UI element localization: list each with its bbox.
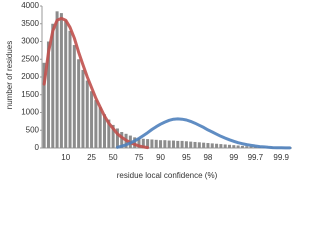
bar: [111, 124, 115, 148]
bar: [42, 62, 46, 148]
x-tick-label: 90: [156, 153, 165, 162]
bar: [223, 144, 227, 148]
bar: [68, 30, 72, 149]
bar: [206, 143, 210, 148]
bar: [219, 144, 223, 148]
bar: [141, 138, 145, 148]
bar: [51, 23, 55, 148]
y-tick-label: 500: [26, 125, 40, 134]
bar: [245, 146, 249, 148]
y-tick-label: 2000: [21, 72, 39, 81]
bar: [167, 140, 171, 148]
x-tick-label: 25: [87, 153, 96, 162]
bar: [107, 119, 111, 148]
bar: [184, 141, 188, 148]
bar: [150, 139, 154, 148]
bar: [102, 114, 107, 148]
bar: [176, 140, 180, 148]
bar: [189, 141, 193, 148]
bar: [46, 41, 50, 148]
y-tick-label: 1000: [21, 108, 39, 117]
bar: [146, 139, 150, 148]
y-tick-label: 0: [35, 143, 40, 152]
x-tick-label: 99.7: [248, 153, 264, 162]
bar: [159, 140, 163, 148]
bar: [94, 100, 98, 148]
bar: [85, 80, 89, 148]
bar: [202, 142, 206, 148]
bar: [133, 137, 137, 148]
bar: [55, 11, 59, 149]
x-tick-label: 10: [61, 153, 70, 162]
bar: [90, 91, 94, 148]
bar: [236, 145, 240, 148]
bar: [180, 140, 184, 148]
page: {"chart_data": {"type": "bar", "x_label"…: [5, 1, 292, 181]
bar: [154, 139, 158, 148]
x-tick-label: 98: [203, 153, 212, 162]
y-tick-label: 2500: [21, 54, 39, 63]
bar: [77, 59, 81, 148]
bar: [59, 13, 63, 148]
bar: [72, 45, 76, 148]
bar: [120, 132, 124, 148]
y-tick-label: 1500: [21, 90, 39, 99]
bar: [215, 143, 219, 148]
bar: [210, 143, 214, 148]
bar: [227, 144, 232, 148]
x-tick-label: 95: [182, 153, 191, 162]
bar: [240, 145, 244, 148]
bar: [64, 20, 68, 149]
bar: [115, 128, 119, 148]
chart: number of residues residue local confide…: [5, 1, 292, 180]
y-tick-label: 3000: [21, 37, 39, 46]
bar: [137, 138, 141, 148]
x-axis-label: residue local confidence (%): [117, 171, 218, 180]
bar: [249, 146, 253, 148]
y-axis-label: number of residues: [5, 41, 14, 109]
bar: [98, 107, 102, 148]
x-tick-label: 75: [135, 153, 144, 162]
x-tick-label: 99: [229, 153, 238, 162]
y-tick-label: 4000: [21, 1, 39, 10]
bar: [163, 140, 167, 148]
x-tick-label: 99.9: [273, 153, 289, 162]
curve: [115, 117, 292, 150]
bar: [171, 140, 175, 148]
bar: [232, 145, 236, 148]
bar: [193, 141, 197, 148]
bar: [197, 142, 201, 148]
y-tick-label: 3500: [21, 19, 39, 28]
bar: [81, 69, 85, 148]
x-tick-label: 50: [109, 153, 118, 162]
